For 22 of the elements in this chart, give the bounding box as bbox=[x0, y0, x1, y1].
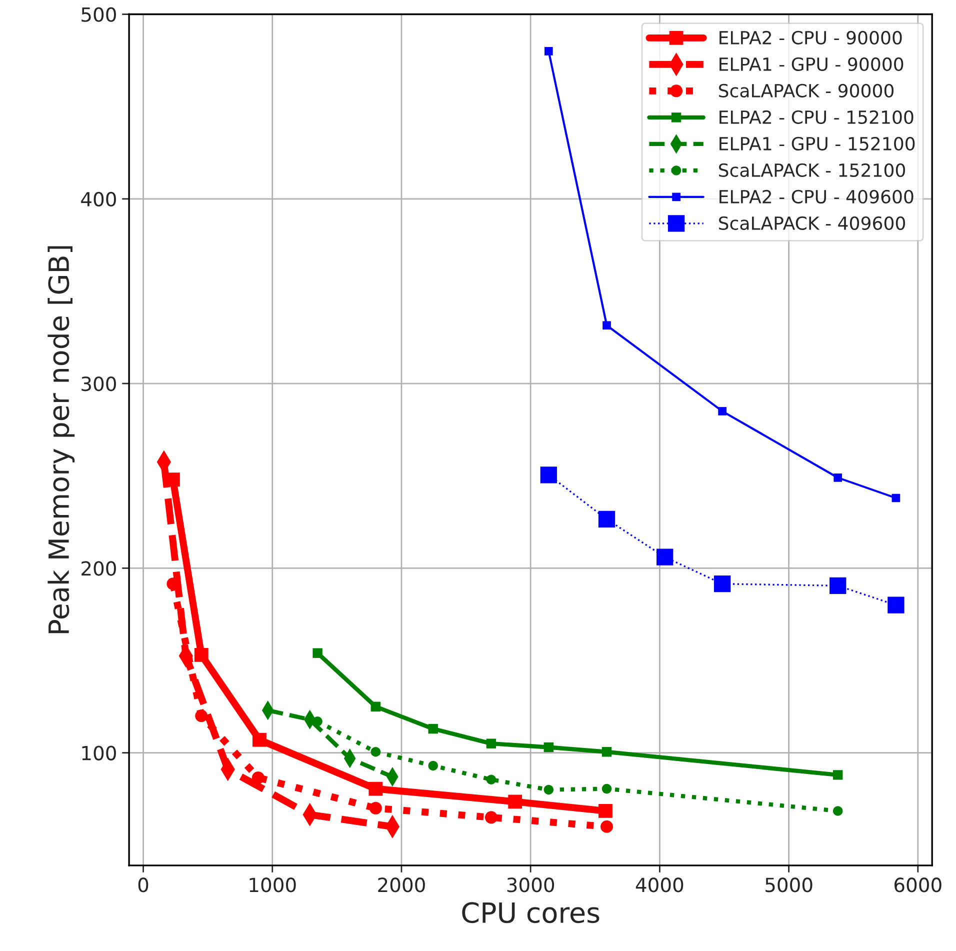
legend-label: ELPA1 - GPU - 90000 bbox=[720, 57, 904, 71]
x-tick-label: 4000 bbox=[636, 878, 684, 892]
y-tick-label: 300 bbox=[82, 376, 116, 392]
legend-label: ELPA2 - CPU - 90000 bbox=[720, 30, 902, 44]
x-tick-label: 2000 bbox=[378, 878, 425, 892]
legend-label: ScaLAPACK - 409600 bbox=[718, 216, 906, 230]
y-tick-label: 500 bbox=[82, 7, 116, 22]
y-tick-label: 400 bbox=[81, 192, 116, 207]
legend-label: ELPA1 - GPU - 152100 bbox=[720, 136, 915, 150]
legend-label: ScaLAPACK - 90000 bbox=[718, 84, 894, 98]
x-tick-label: 3000 bbox=[507, 878, 554, 892]
x-tick-label: 5000 bbox=[766, 878, 812, 892]
y-tick-label: 200 bbox=[82, 561, 116, 576]
legend-label: ScaLAPACK - 152100 bbox=[718, 163, 906, 177]
y-axis-title: Peak Memory per node [GB] bbox=[48, 246, 75, 634]
x-tick-label: 0 bbox=[138, 878, 148, 892]
y-tick-label: 100 bbox=[82, 746, 116, 760]
x-axis-title: CPU cores bbox=[462, 902, 600, 924]
legend-label: ELPA2 - CPU - 152100 bbox=[720, 110, 914, 124]
legend-label: ELPA2 - CPU - 409600 bbox=[720, 190, 914, 204]
x-tick-label: 1000 bbox=[250, 878, 296, 892]
x-tick-label: 6000 bbox=[894, 878, 942, 892]
